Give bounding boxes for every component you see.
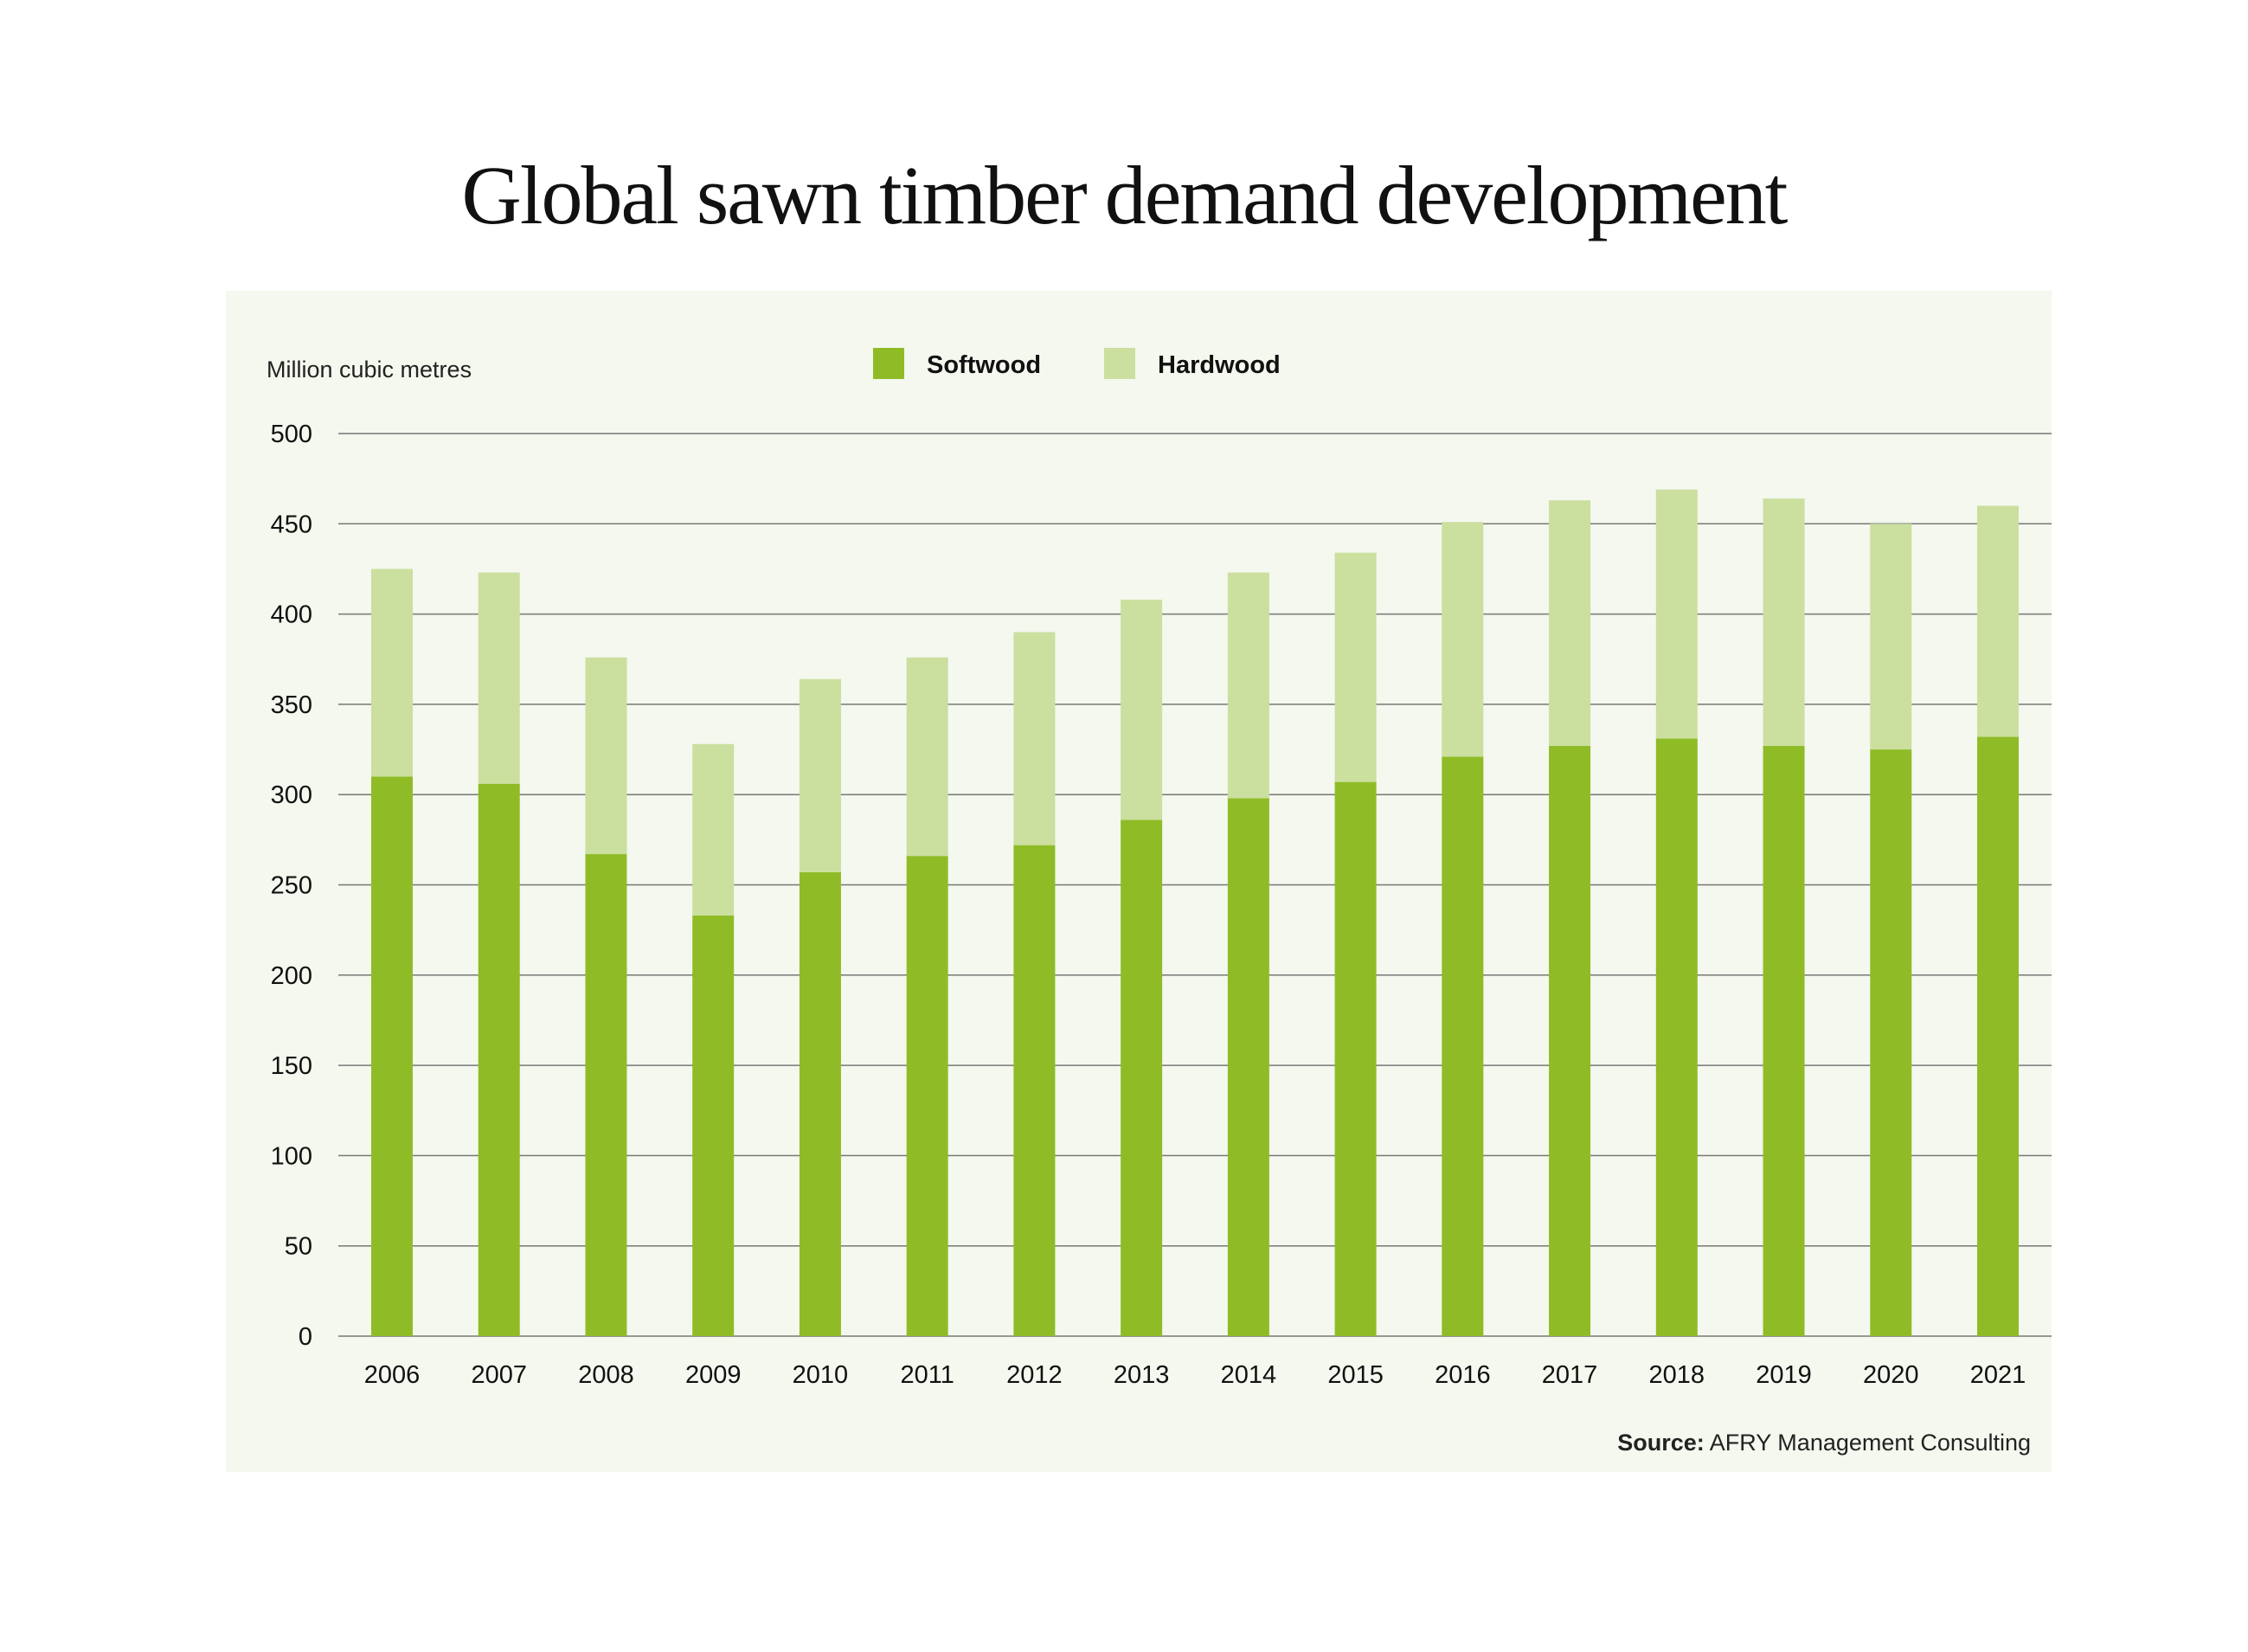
x-tick-label: 2011: [900, 1361, 954, 1389]
stacked-bar-chart: 0 50 100 150 200 250 300 350 400 450 500 Million cu…: [267, 348, 2052, 1456]
source-note: Source: AFRY Management Consulting: [1617, 1430, 2031, 1456]
x-tick-label: 2021: [1970, 1361, 2026, 1389]
x-tick-label: 2007: [471, 1361, 527, 1389]
bar-softwood-2007: [478, 783, 520, 1336]
bar-hardwood-2010: [799, 678, 841, 872]
x-tick-label: 2009: [685, 1361, 742, 1389]
y-tick-label: 350: [271, 691, 312, 719]
legend-swatch-softwood: [873, 348, 904, 379]
bar-softwood-2013: [1121, 820, 1163, 1336]
x-tick-label: 2014: [1221, 1361, 1277, 1389]
y-tick-label: 100: [271, 1142, 312, 1170]
source-text: AFRY Management Consulting: [1705, 1430, 2031, 1456]
y-tick-label: 200: [271, 962, 312, 990]
x-tick-label: 2018: [1649, 1361, 1705, 1389]
bar-softwood-2006: [371, 776, 413, 1336]
bar-hardwood-2018: [1655, 489, 1698, 739]
y-tick-label: 250: [271, 872, 312, 900]
x-tick-label: 2006: [364, 1361, 421, 1389]
x-tick-label: 2010: [793, 1361, 849, 1389]
bar-hardwood-2013: [1121, 599, 1163, 820]
bar-hardwood-2014: [1227, 572, 1269, 799]
bar-softwood-2019: [1763, 745, 1805, 1336]
legend-label-softwood: Softwood: [927, 351, 1041, 379]
bar-softwood-2021: [1977, 736, 2019, 1336]
chart-title: Global sawn timber demand development: [461, 149, 1789, 241]
y-tick-label: 450: [271, 511, 312, 538]
bar-hardwood-2019: [1763, 498, 1805, 746]
x-tick-label: 2020: [1863, 1361, 1919, 1389]
bar-hardwood-2011: [906, 657, 948, 857]
chart-panel: 0 50 100 150 200 250 300 350 400 450 500 Million cu…: [226, 291, 2052, 1472]
y-tick-label: 50: [285, 1233, 312, 1261]
bar-softwood-2020: [1870, 749, 1912, 1336]
y-tick-label: 400: [271, 601, 312, 629]
x-tick-label: 2016: [1435, 1361, 1491, 1389]
source-prefix: Source:: [1617, 1430, 1705, 1456]
bar-softwood-2008: [585, 854, 627, 1336]
y-tick-label: 150: [271, 1052, 312, 1080]
legend-label-hardwood: Hardwood: [1158, 351, 1281, 379]
bar-hardwood-2021: [1977, 505, 2019, 737]
bar-softwood-2012: [1013, 845, 1056, 1336]
x-tick-label: 2012: [1006, 1361, 1063, 1389]
bar-softwood-2010: [799, 871, 841, 1336]
bar-hardwood-2020: [1870, 524, 1912, 750]
x-tick-label: 2013: [1114, 1361, 1170, 1389]
x-tick-label: 2017: [1542, 1361, 1598, 1389]
x-tick-label: 2019: [1756, 1361, 1812, 1389]
bar-hardwood-2012: [1013, 632, 1056, 845]
bar-hardwood-2017: [1549, 500, 1591, 746]
bar-hardwood-2007: [478, 572, 520, 784]
y-tick-label: 500: [271, 421, 312, 448]
bar-softwood-2015: [1334, 781, 1377, 1336]
bar-softwood-2017: [1549, 745, 1591, 1336]
bar-softwood-2009: [692, 915, 735, 1336]
bar-hardwood-2006: [371, 569, 413, 777]
bar-softwood-2018: [1655, 738, 1698, 1336]
bar-softwood-2011: [906, 856, 948, 1336]
legend-swatch-hardwood: [1104, 348, 1135, 379]
bar-hardwood-2008: [585, 657, 627, 855]
y-axis-label: Million cubic metres: [267, 357, 472, 382]
y-tick-label: 300: [271, 781, 312, 809]
bar-hardwood-2016: [1442, 522, 1484, 757]
x-tick-label: 2015: [1327, 1361, 1384, 1389]
bar-hardwood-2015: [1334, 552, 1377, 782]
bar-softwood-2014: [1227, 798, 1269, 1336]
bar-hardwood-2009: [692, 743, 735, 916]
bar-softwood-2016: [1442, 756, 1484, 1336]
y-tick-label: 0: [299, 1323, 312, 1351]
x-tick-label: 2008: [578, 1361, 634, 1389]
